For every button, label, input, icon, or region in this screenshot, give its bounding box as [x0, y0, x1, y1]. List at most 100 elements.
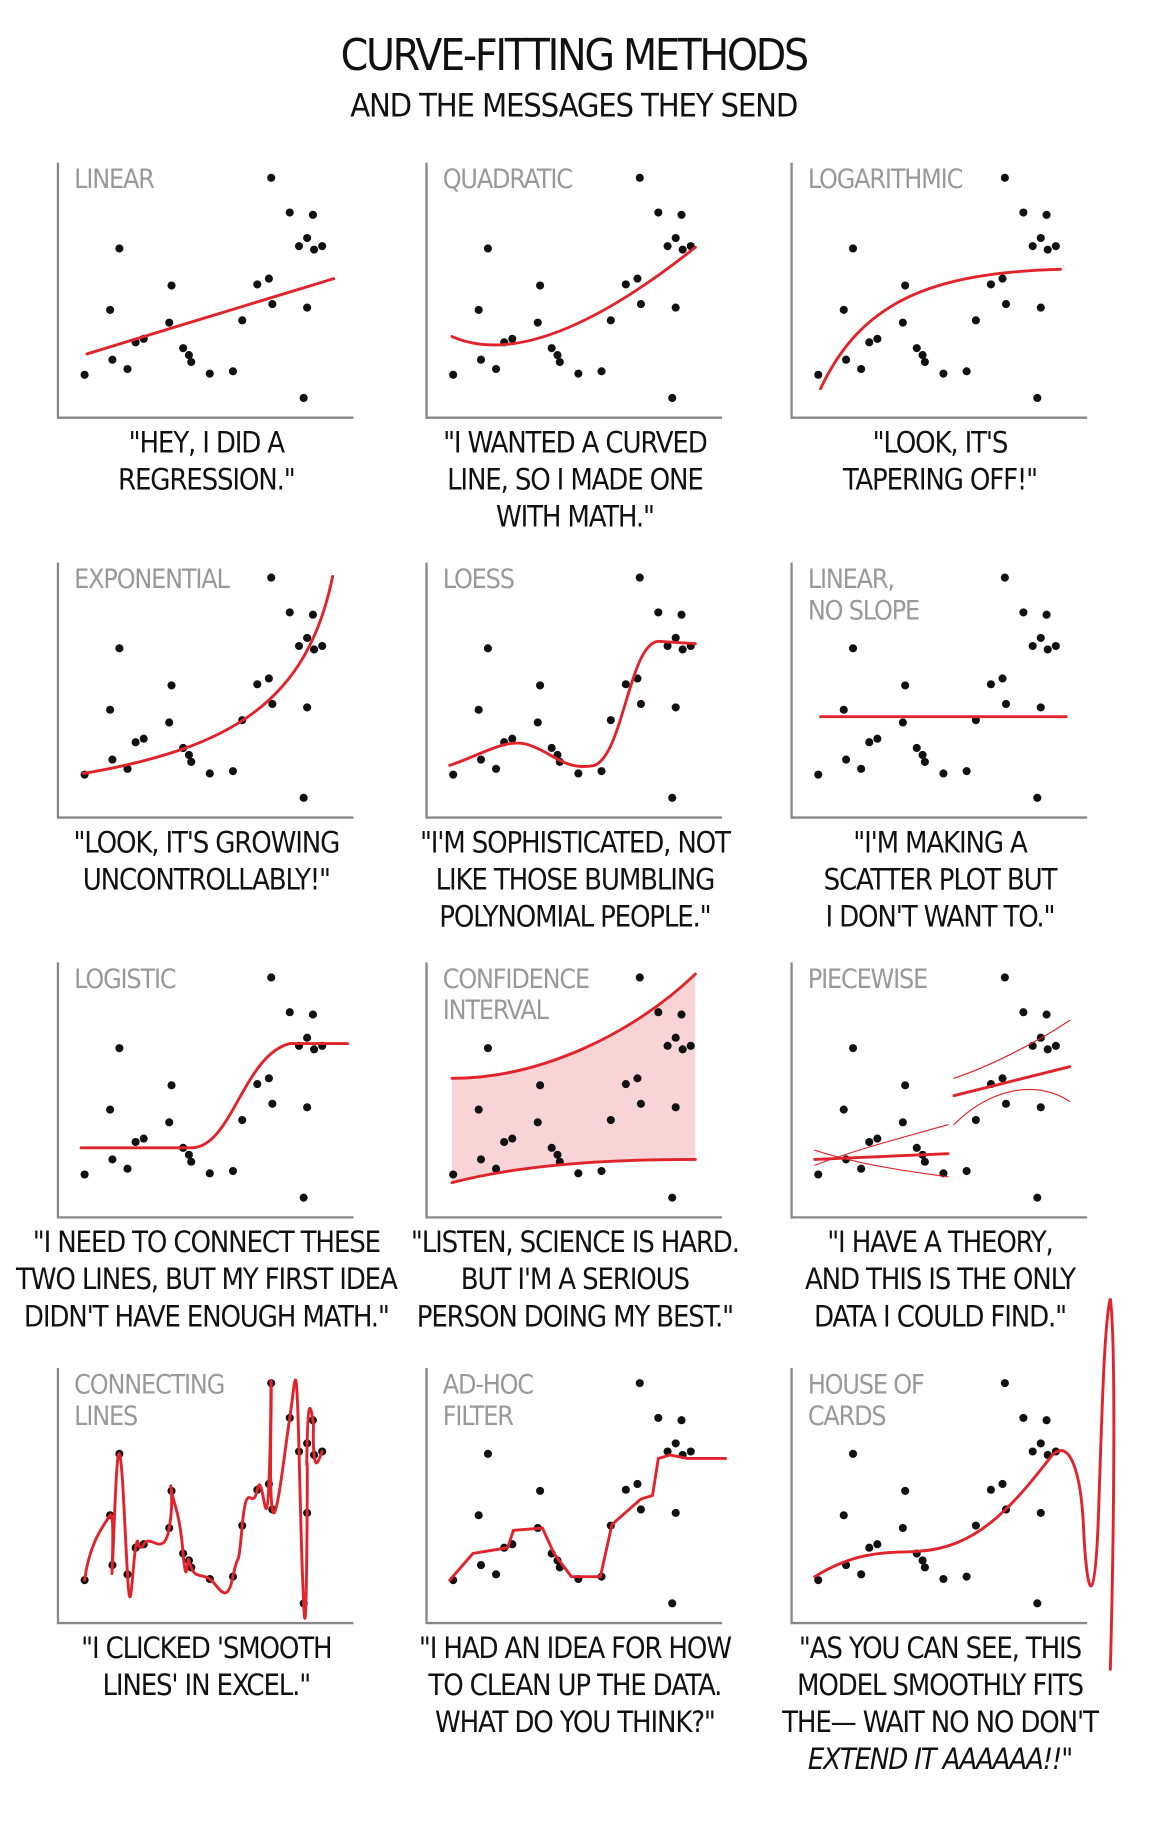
dot [1043, 645, 1052, 654]
axes [790, 1368, 1088, 1625]
panel-label: AD-HOC [443, 1370, 534, 1401]
panel-label: FILTER [443, 1401, 514, 1432]
dot [678, 245, 687, 254]
caption: BUT I'M A SERIOUS [461, 1262, 690, 1296]
dot [536, 1081, 545, 1090]
dot [654, 608, 663, 617]
dot [635, 973, 644, 982]
dot [228, 767, 238, 776]
dot [668, 793, 677, 802]
dot [865, 1137, 874, 1147]
panel-label: PIECEWISE [808, 964, 927, 995]
fit-curve [450, 1157, 697, 1185]
dot [303, 1103, 312, 1112]
dot [654, 208, 663, 217]
dot [264, 274, 273, 283]
dot [671, 303, 680, 312]
dot [285, 1008, 294, 1017]
dot [1001, 300, 1011, 309]
dot [671, 633, 680, 642]
dot [636, 699, 645, 709]
dot [912, 1143, 921, 1152]
dot [267, 573, 276, 582]
dot [303, 233, 312, 243]
dot [1042, 1010, 1051, 1019]
dot [483, 644, 492, 653]
dot [308, 210, 317, 219]
dot [998, 1479, 1007, 1489]
dot [635, 173, 644, 182]
dot [597, 367, 606, 376]
fit-curve [813, 1298, 1116, 1671]
dot [1033, 393, 1042, 403]
caption: LIKE THOSE BUMBLING [436, 862, 715, 896]
dot [663, 1447, 672, 1456]
caption: "HEY, I DID A [129, 425, 286, 459]
dot [814, 370, 823, 379]
dot [1028, 1447, 1037, 1456]
dot [865, 338, 874, 347]
dot [1001, 1099, 1011, 1108]
dot [677, 210, 686, 219]
dot [873, 734, 882, 743]
dot [228, 367, 238, 376]
caption: "LOOK, IT'S [873, 425, 1008, 459]
dot [264, 674, 273, 683]
axes [56, 1368, 354, 1625]
dot [1028, 242, 1037, 251]
panel-label: LINEAR [74, 164, 154, 195]
dot [267, 973, 276, 982]
panel-label: CONFIDENCE [443, 964, 589, 995]
dot [108, 755, 117, 764]
dot [491, 364, 501, 374]
dot [299, 793, 308, 802]
dot [636, 1099, 645, 1108]
dot [839, 1511, 848, 1520]
caption: DIDN'T HAVE ENOUGH MATH." [24, 1299, 389, 1333]
dot [1033, 793, 1042, 802]
caption: I DON'T WANT TO." [826, 899, 1055, 933]
caption: "LOOK, IT'S GROWING [73, 825, 339, 859]
dot [205, 769, 214, 778]
panel-label: CONNECTING [74, 1370, 224, 1401]
dot [533, 1118, 542, 1127]
dot [308, 610, 317, 619]
caption: LINE, SO I MADE ONE [447, 463, 703, 497]
dot [106, 705, 115, 714]
dot [299, 1193, 308, 1202]
dot [491, 1164, 501, 1173]
dot [621, 280, 630, 289]
dot [179, 344, 188, 353]
axes [56, 162, 354, 419]
dot [962, 1572, 971, 1581]
dot [285, 608, 294, 617]
dot [1042, 210, 1051, 219]
dot [536, 681, 545, 690]
dot [547, 1143, 556, 1152]
dot [474, 305, 483, 314]
dot [898, 1118, 907, 1127]
dot [654, 1008, 663, 1017]
caption: "I WANTED A CURVED [443, 425, 707, 459]
dot [839, 1105, 848, 1114]
dot [123, 764, 132, 773]
dot [1019, 608, 1028, 617]
subtitle: AND THE MESSAGES THEY SEND [350, 86, 797, 124]
dot [508, 1134, 517, 1143]
dot [253, 1080, 262, 1089]
dot [574, 369, 583, 378]
panel-label: HOUSE OF [808, 1370, 924, 1401]
dot [1000, 173, 1009, 182]
panel-label: QUADRATIC [443, 164, 573, 195]
panel: PIECEWISE "I HAVE A THEORY,AND THIS IS TH… [790, 962, 1088, 1333]
dot [318, 242, 327, 251]
dot [920, 757, 929, 766]
caption: AND THIS IS THE ONLY [805, 1262, 1076, 1296]
fit-curve [814, 1124, 949, 1166]
dot [165, 718, 174, 727]
dot [998, 1074, 1007, 1083]
caption: "I HAD AN IDEA FOR HOW [419, 1631, 731, 1665]
dot [167, 681, 176, 690]
